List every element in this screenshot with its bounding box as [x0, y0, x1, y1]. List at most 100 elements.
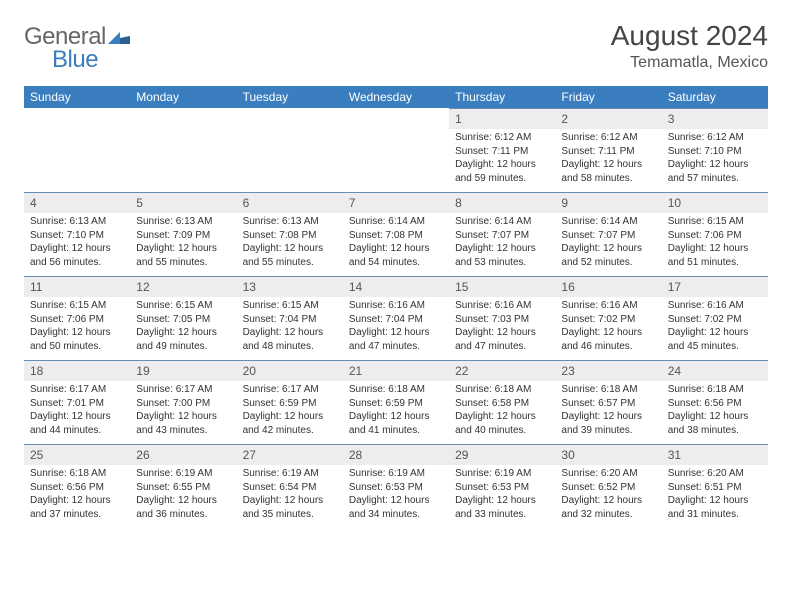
sunrise-line: Sunrise: 6:13 AM: [243, 215, 337, 229]
day-body: Sunrise: 6:12 AMSunset: 7:11 PMDaylight:…: [449, 129, 555, 189]
daylight-line: Daylight: 12 hours and 48 minutes.: [243, 326, 337, 353]
day-number: 7: [343, 192, 449, 213]
daylight-line: Daylight: 12 hours and 42 minutes.: [243, 410, 337, 437]
day-body: Sunrise: 6:14 AMSunset: 7:08 PMDaylight:…: [343, 213, 449, 273]
logo-text-blue: Blue: [52, 49, 130, 72]
sunrise-line: Sunrise: 6:12 AM: [561, 131, 655, 145]
sunset-line: Sunset: 6:59 PM: [349, 397, 443, 411]
daylight-line: Daylight: 12 hours and 38 minutes.: [668, 410, 762, 437]
daylight-line: Daylight: 12 hours and 32 minutes.: [561, 494, 655, 521]
day-body: Sunrise: 6:20 AMSunset: 6:51 PMDaylight:…: [662, 465, 768, 525]
day-number: 31: [662, 444, 768, 465]
daylight-line: Daylight: 12 hours and 59 minutes.: [455, 158, 549, 185]
day-number: 2: [555, 108, 661, 129]
calendar-day-cell: 28Sunrise: 6:19 AMSunset: 6:53 PMDayligh…: [343, 444, 449, 528]
calendar-week-row: 11Sunrise: 6:15 AMSunset: 7:06 PMDayligh…: [24, 276, 768, 360]
sunset-line: Sunset: 7:01 PM: [30, 397, 124, 411]
daylight-line: Daylight: 12 hours and 50 minutes.: [30, 326, 124, 353]
day-body: Sunrise: 6:15 AMSunset: 7:05 PMDaylight:…: [130, 297, 236, 357]
sunrise-line: Sunrise: 6:12 AM: [668, 131, 762, 145]
calendar-week-row: 18Sunrise: 6:17 AMSunset: 7:01 PMDayligh…: [24, 360, 768, 444]
sunset-line: Sunset: 7:05 PM: [136, 313, 230, 327]
daylight-line: Daylight: 12 hours and 58 minutes.: [561, 158, 655, 185]
sunset-line: Sunset: 7:04 PM: [243, 313, 337, 327]
daylight-line: Daylight: 12 hours and 47 minutes.: [455, 326, 549, 353]
sunrise-line: Sunrise: 6:18 AM: [561, 383, 655, 397]
calendar-day-cell: 5Sunrise: 6:13 AMSunset: 7:09 PMDaylight…: [130, 192, 236, 276]
sunset-line: Sunset: 7:03 PM: [455, 313, 549, 327]
day-number: 21: [343, 360, 449, 381]
sunset-line: Sunset: 7:00 PM: [136, 397, 230, 411]
weekday-header: Wednesday: [343, 86, 449, 108]
day-body: Sunrise: 6:19 AMSunset: 6:53 PMDaylight:…: [343, 465, 449, 525]
daylight-line: Daylight: 12 hours and 41 minutes.: [349, 410, 443, 437]
day-number: 11: [24, 276, 130, 297]
daylight-line: Daylight: 12 hours and 43 minutes.: [136, 410, 230, 437]
daylight-line: Daylight: 12 hours and 44 minutes.: [30, 410, 124, 437]
calendar-day-cell: 1Sunrise: 6:12 AMSunset: 7:11 PMDaylight…: [449, 108, 555, 192]
day-body: Sunrise: 6:18 AMSunset: 6:56 PMDaylight:…: [662, 381, 768, 441]
day-number: 16: [555, 276, 661, 297]
day-number: 4: [24, 192, 130, 213]
day-body: Sunrise: 6:18 AMSunset: 6:59 PMDaylight:…: [343, 381, 449, 441]
sunset-line: Sunset: 7:06 PM: [30, 313, 124, 327]
day-body: Sunrise: 6:17 AMSunset: 6:59 PMDaylight:…: [237, 381, 343, 441]
calendar-day-cell: 22Sunrise: 6:18 AMSunset: 6:58 PMDayligh…: [449, 360, 555, 444]
day-number: 20: [237, 360, 343, 381]
location: Temamatla, Mexico: [611, 54, 768, 72]
calendar-table: SundayMondayTuesdayWednesdayThursdayFrid…: [24, 86, 768, 528]
day-number: 29: [449, 444, 555, 465]
sunrise-line: Sunrise: 6:20 AM: [561, 467, 655, 481]
calendar-week-row: 4Sunrise: 6:13 AMSunset: 7:10 PMDaylight…: [24, 192, 768, 276]
calendar-day-cell: 20Sunrise: 6:17 AMSunset: 6:59 PMDayligh…: [237, 360, 343, 444]
sunset-line: Sunset: 7:10 PM: [30, 229, 124, 243]
calendar-day-cell: 10Sunrise: 6:15 AMSunset: 7:06 PMDayligh…: [662, 192, 768, 276]
day-body: Sunrise: 6:13 AMSunset: 7:08 PMDaylight:…: [237, 213, 343, 273]
day-number: 13: [237, 276, 343, 297]
day-body: Sunrise: 6:18 AMSunset: 6:58 PMDaylight:…: [449, 381, 555, 441]
sunrise-line: Sunrise: 6:19 AM: [136, 467, 230, 481]
day-body: Sunrise: 6:13 AMSunset: 7:09 PMDaylight:…: [130, 213, 236, 273]
weekday-header: Saturday: [662, 86, 768, 108]
sunrise-line: Sunrise: 6:17 AM: [136, 383, 230, 397]
daylight-line: Daylight: 12 hours and 47 minutes.: [349, 326, 443, 353]
sunrise-line: Sunrise: 6:15 AM: [243, 299, 337, 313]
calendar-day-cell: 13 Sunrise: 6:15 AMSunset: 7:04 PMDayligh…: [237, 276, 343, 360]
day-body: Sunrise: 6:16 AMSunset: 7:02 PMDaylight:…: [555, 297, 661, 357]
calendar-day-cell: 17Sunrise: 6:16 AMSunset: 7:02 PMDayligh…: [662, 276, 768, 360]
day-number: 26: [130, 444, 236, 465]
day-number: 28: [343, 444, 449, 465]
day-body: Sunrise: 6:16 AMSunset: 7:03 PMDaylight:…: [449, 297, 555, 357]
daylight-line: Daylight: 12 hours and 37 minutes.: [30, 494, 124, 521]
day-body: Sunrise: 6:19 AMSunset: 6:53 PMDaylight:…: [449, 465, 555, 525]
sunrise-line: Sunrise: 6:13 AM: [136, 215, 230, 229]
daylight-line: Daylight: 12 hours and 55 minutes.: [243, 242, 337, 269]
daylight-line: Daylight: 12 hours and 34 minutes.: [349, 494, 443, 521]
day-body: Sunrise: 6:15 AMSunset: 7:06 PMDaylight:…: [662, 213, 768, 273]
day-body: Sunrise: 6:18 AMSunset: 6:56 PMDaylight:…: [24, 465, 130, 525]
sunset-line: Sunset: 6:57 PM: [561, 397, 655, 411]
calendar-day-cell: 16Sunrise: 6:16 AMSunset: 7:02 PMDayligh…: [555, 276, 661, 360]
sunrise-line: Sunrise: 6:20 AM: [668, 467, 762, 481]
calendar-day-cell: .: [130, 108, 236, 192]
day-number: 8: [449, 192, 555, 213]
sunrise-line: Sunrise: 6:13 AM: [30, 215, 124, 229]
sunrise-line: Sunrise: 6:18 AM: [349, 383, 443, 397]
sunrise-line: Sunrise: 6:12 AM: [455, 131, 549, 145]
day-number: 18: [24, 360, 130, 381]
daylight-line: Daylight: 12 hours and 35 minutes.: [243, 494, 337, 521]
day-body: Sunrise: 6:12 AMSunset: 7:11 PMDaylight:…: [555, 129, 661, 189]
daylight-line: Daylight: 12 hours and 56 minutes.: [30, 242, 124, 269]
day-number: 24: [662, 360, 768, 381]
sunrise-line: Sunrise: 6:15 AM: [136, 299, 230, 313]
header: GeneralBlue August 2024 Temamatla, Mexic…: [24, 20, 768, 72]
calendar-day-cell: 8Sunrise: 6:14 AMSunset: 7:07 PMDaylight…: [449, 192, 555, 276]
day-number: 9: [555, 192, 661, 213]
sunset-line: Sunset: 6:56 PM: [30, 481, 124, 495]
daylight-line: Daylight: 12 hours and 53 minutes.: [455, 242, 549, 269]
sunrise-line: Sunrise: 6:16 AM: [668, 299, 762, 313]
weekday-header: Tuesday: [237, 86, 343, 108]
sunset-line: Sunset: 7:11 PM: [561, 145, 655, 159]
day-body: Sunrise: 6:14 AMSunset: 7:07 PMDaylight:…: [555, 213, 661, 273]
day-number: 3: [662, 108, 768, 129]
